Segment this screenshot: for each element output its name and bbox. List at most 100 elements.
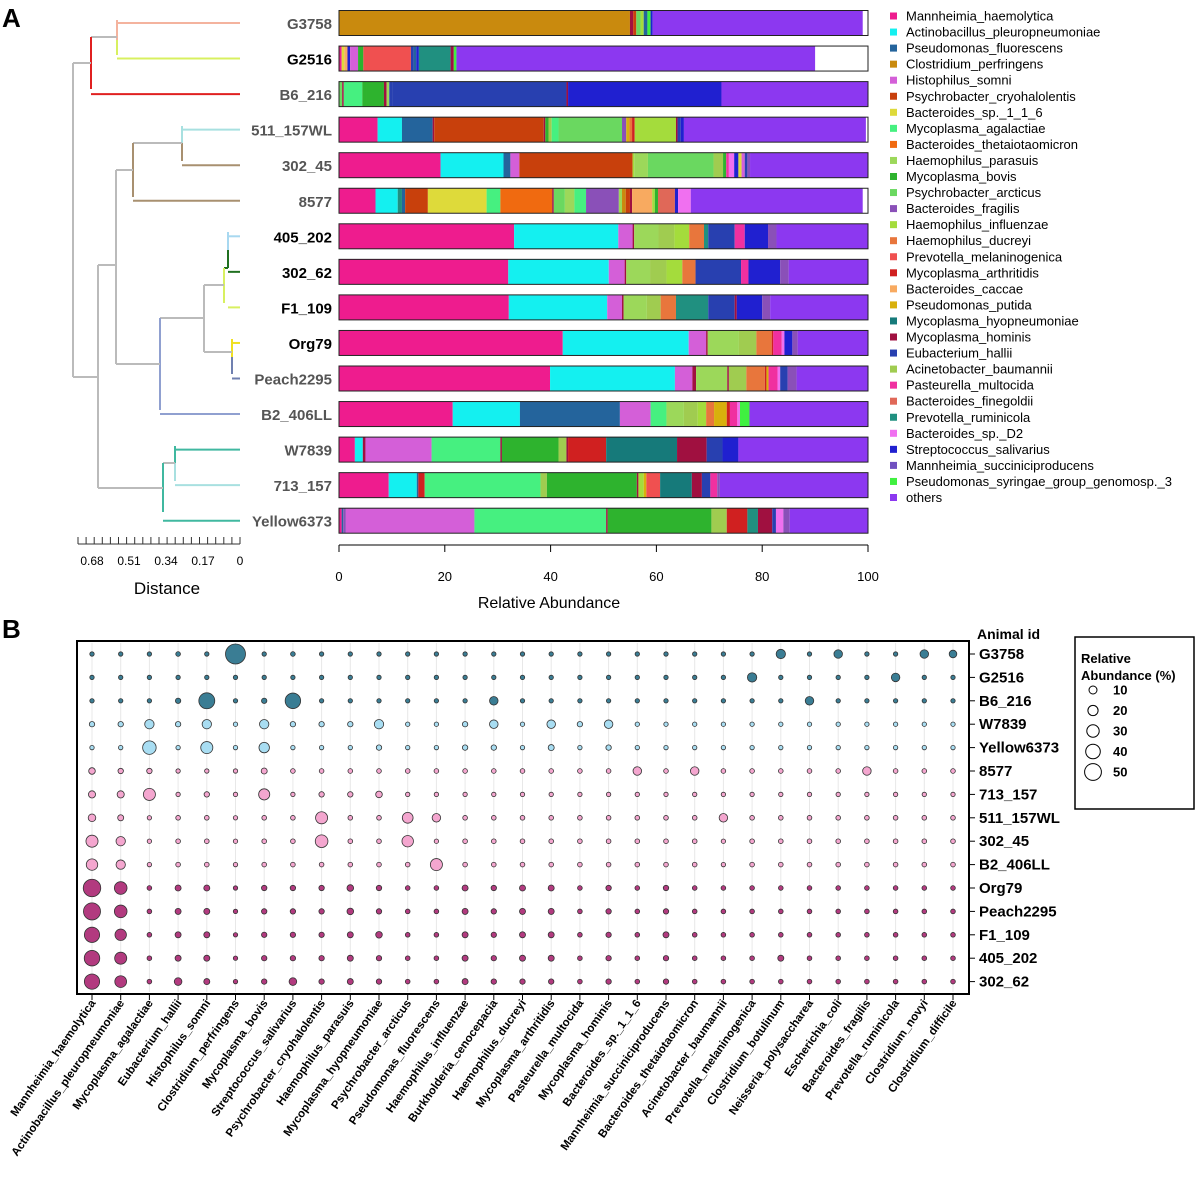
bar-segment: [607, 294, 623, 320]
column-label: Actinobacillus_pleuropneumoniae: [10, 998, 128, 1159]
bubble: [175, 651, 181, 657]
distance-tick-label: 0.68: [80, 554, 104, 568]
bar-segment: [405, 188, 428, 214]
legend-a-swatch: [890, 461, 897, 469]
bar-segment: [647, 152, 714, 178]
bubble: [605, 815, 612, 821]
bubble: [892, 815, 899, 821]
bubble: [605, 861, 612, 868]
bubble: [144, 719, 155, 730]
legend-a-swatch: [890, 285, 897, 293]
bubble: [203, 791, 210, 798]
bubble: [433, 698, 439, 704]
bubble: [85, 834, 99, 848]
bubble: [806, 768, 813, 774]
bar-segment: [728, 152, 735, 178]
row-label: Yellow6373: [979, 740, 1059, 757]
bubble: [663, 815, 669, 821]
bubble: [663, 838, 669, 844]
bar-outline: [338, 436, 869, 463]
bar-segment: [401, 188, 406, 214]
legend-a-swatch: [890, 44, 897, 52]
bar-segment: [347, 46, 351, 72]
bar-segment: [626, 117, 630, 143]
bubble: [318, 721, 325, 728]
bar-segment: [634, 152, 648, 178]
bubble: [892, 885, 899, 891]
bubble: [519, 744, 526, 751]
bar-segment: [657, 188, 675, 214]
bubble: [892, 698, 899, 704]
bubble: [950, 908, 956, 915]
legend-b-label: 10: [1113, 683, 1127, 698]
bar-segment: [553, 188, 565, 214]
bubble: [548, 838, 554, 844]
bar-segment: [650, 259, 667, 285]
bubble: [405, 721, 411, 727]
bubble: [950, 698, 956, 704]
stacked-bars: [338, 10, 869, 534]
bubble: [806, 674, 813, 681]
bubble: [833, 649, 843, 659]
bubble: [232, 815, 239, 821]
bubble: [835, 768, 841, 774]
bubble: [548, 861, 554, 868]
bubble: [461, 744, 469, 751]
bar-segment: [768, 366, 778, 391]
bar-segment: [416, 472, 419, 498]
bubble: [89, 674, 95, 681]
bubble: [261, 651, 267, 657]
bubble: [433, 838, 439, 844]
bar-outline: [338, 401, 869, 428]
bar-segment: [550, 366, 675, 391]
bar-segment: [339, 223, 515, 249]
bubble: [547, 907, 555, 915]
bar-segment: [643, 10, 648, 36]
bubble: [663, 744, 669, 751]
bubble: [118, 698, 124, 704]
bar-segment: [643, 472, 647, 498]
bar-segment: [677, 437, 707, 463]
bubble: [692, 674, 698, 681]
bar-segment: [738, 152, 742, 178]
bubble: [921, 815, 928, 821]
bar-segment: [632, 117, 635, 143]
bar-segment: [566, 81, 569, 107]
bar-segment: [345, 508, 475, 534]
bubble: [404, 932, 411, 938]
bubble: [201, 719, 212, 730]
bubble: [749, 768, 755, 774]
bubble: [950, 838, 956, 844]
bubble: [284, 692, 302, 709]
bubble: [315, 811, 329, 825]
legend-a-swatch: [890, 205, 897, 213]
bar-segment: [339, 508, 342, 534]
bubble: [346, 907, 355, 916]
bubble: [577, 885, 583, 891]
bar-segment: [500, 437, 502, 463]
bubble: [835, 698, 841, 704]
bubble: [577, 838, 583, 844]
bubble: [720, 721, 727, 727]
bubble: [491, 815, 497, 821]
legend-a-label: Psychrobacter_cryohalolentis: [906, 89, 1076, 104]
bubble: [605, 651, 612, 657]
bubble: [117, 721, 124, 728]
bubble: [462, 768, 468, 774]
bubble: [118, 744, 124, 751]
bar-segment: [608, 259, 625, 285]
bubble: [318, 931, 325, 938]
bubble: [921, 674, 927, 681]
bar-segment: [660, 294, 676, 320]
bar-segment: [510, 152, 520, 178]
bubble: [146, 838, 152, 844]
bubble: [864, 815, 870, 821]
bubble: [318, 791, 325, 798]
bar-outline: [338, 329, 869, 356]
bubble: [346, 954, 354, 962]
bar-segment: [776, 223, 868, 249]
bar-segment: [633, 10, 637, 36]
bubble: [232, 932, 239, 938]
sample-label: Peach2295: [254, 372, 332, 389]
